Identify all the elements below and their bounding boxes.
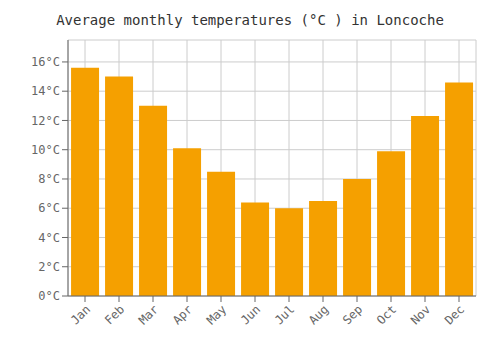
svg-text:Apr: Apr	[170, 302, 195, 327]
svg-text:12°C: 12°C	[31, 114, 60, 128]
svg-text:Nov: Nov	[408, 302, 433, 327]
svg-text:14°C: 14°C	[31, 84, 60, 98]
svg-text:Aug: Aug	[306, 302, 331, 327]
svg-text:16°C: 16°C	[31, 55, 60, 69]
svg-text:2°C: 2°C	[38, 260, 60, 274]
html-text:Average monthly temperatures (: Average monthly temperatures (°C ) in Lo…	[56, 12, 444, 28]
svg-text:Feb: Feb	[102, 302, 127, 327]
svg-text:Sep: Sep	[340, 302, 365, 327]
svg-text:6°C: 6°C	[38, 201, 60, 215]
svg-text:May: May	[204, 302, 229, 327]
svg-text:Jan: Jan	[68, 302, 93, 327]
svg-text:8°C: 8°C	[38, 172, 60, 186]
svg-text:Jul: Jul	[272, 302, 297, 327]
svg-text:Oct: Oct	[374, 302, 399, 327]
svg-text:Mar: Mar	[136, 302, 161, 327]
svg-text:Dec: Dec	[442, 302, 467, 327]
svg-text:10°C: 10°C	[31, 143, 60, 157]
svg-text:Jun: Jun	[238, 302, 263, 327]
svg-text:4°C: 4°C	[38, 231, 60, 245]
svg-text:0°C: 0°C	[38, 289, 60, 303]
